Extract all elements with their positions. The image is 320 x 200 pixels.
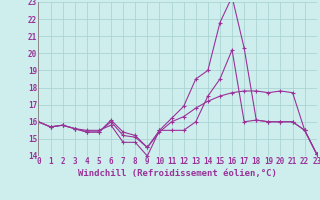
X-axis label: Windchill (Refroidissement éolien,°C): Windchill (Refroidissement éolien,°C) — [78, 169, 277, 178]
